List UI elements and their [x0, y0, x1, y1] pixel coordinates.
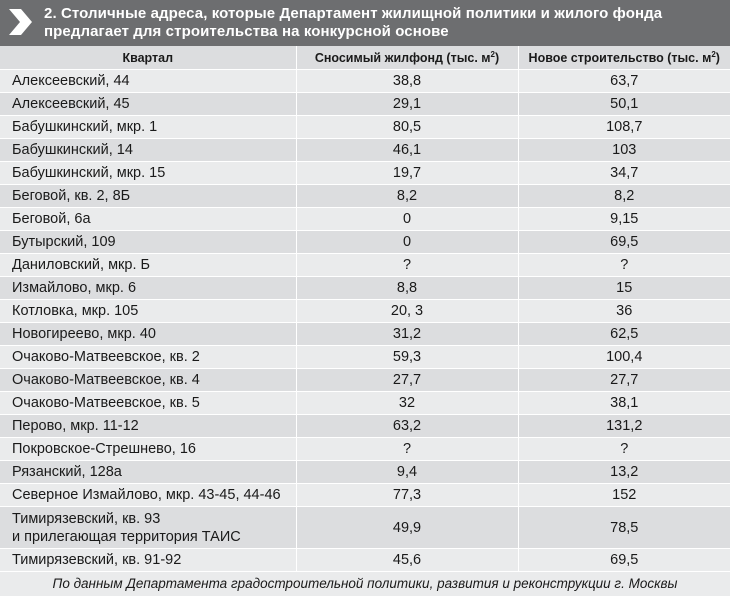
row-demolished-value: 77,3 — [296, 483, 519, 507]
row-demolished-value: ? — [296, 437, 519, 461]
row-new-build-value: 78,5 — [518, 506, 730, 549]
row-quarter-name: Беговой, 6а — [0, 207, 297, 231]
table-row: Котловка, мкр. 105 20, 3 36 — [0, 299, 730, 323]
table-row: Новогиреево, мкр. 40 31,2 62,5 — [0, 322, 730, 346]
row-new-build-value: ? — [518, 437, 730, 461]
table-header-banner: 2. Столичные адреса, которые Департамент… — [0, 0, 730, 46]
row-new-build-value: 15 — [518, 276, 730, 300]
table-row: Очаково-Матвеевское, кв. 4 27,7 27,7 — [0, 368, 730, 392]
row-new-build-value: 108,7 — [518, 115, 730, 139]
row-demolished-value: 19,7 — [296, 161, 519, 185]
chevron-right-icon — [9, 9, 32, 35]
table-row: Очаково-Матвеевское, кв. 2 59,3 100,4 — [0, 345, 730, 369]
row-new-build-value: 100,4 — [518, 345, 730, 369]
table-title: 2. Столичные адреса, которые Департамент… — [44, 5, 663, 40]
row-demolished-value: 0 — [296, 207, 519, 231]
row-new-build-value: 50,1 — [518, 92, 730, 116]
row-demolished-value: 20, 3 — [296, 299, 519, 323]
row-new-build-value: 13,2 — [518, 460, 730, 484]
table-body: Алексеевский, 44 38,8 63,7 Алексеевский, 45… — [0, 69, 730, 572]
row-quarter-name: Очаково-Матвеевское, кв. 2 — [0, 345, 297, 369]
row-quarter-name: Тимирязевский, кв. 93 и прилегающая терри… — [0, 506, 297, 549]
row-quarter-name: Алексеевский, 44 — [0, 69, 297, 93]
row-demolished-value: 59,3 — [296, 345, 519, 369]
row-demolished-value: 0 — [296, 230, 519, 254]
row-demolished-value: 31,2 — [296, 322, 519, 346]
table-row: Беговой, кв. 2, 8Б 8,2 8,2 — [0, 184, 730, 208]
row-quarter-name: Бабушкинский, мкр. 15 — [0, 161, 297, 185]
row-new-build-value: 103 — [518, 138, 730, 162]
row-quarter-name: Измайлово, мкр. 6 — [0, 276, 297, 300]
row-quarter-name: Тимирязевский, кв. 91-92 — [0, 548, 297, 572]
row-demolished-value: 38,8 — [296, 69, 519, 93]
column-header-quarter: Квартал — [0, 46, 297, 70]
row-new-build-value: 9,15 — [518, 207, 730, 231]
table-row: Алексеевский, 45 29,1 50,1 — [0, 92, 730, 116]
table-row: Рязанский, 128а 9,4 13,2 — [0, 460, 730, 484]
row-demolished-value: 8,8 — [296, 276, 519, 300]
row-demolished-value: 46,1 — [296, 138, 519, 162]
row-new-build-value: 62,5 — [518, 322, 730, 346]
table-row: Северное Измайлово, мкр. 43-45, 44-46 77,… — [0, 483, 730, 507]
row-quarter-name: Беговой, кв. 2, 8Б — [0, 184, 297, 208]
table-row: Бутырский, 109 0 69,5 — [0, 230, 730, 254]
row-quarter-name: Очаково-Матвеевское, кв. 4 — [0, 368, 297, 392]
row-new-build-value: 152 — [518, 483, 730, 507]
row-quarter-name: Рязанский, 128а — [0, 460, 297, 484]
row-demolished-value: 8,2 — [296, 184, 519, 208]
row-quarter-name: Бабушкинский, мкр. 1 — [0, 115, 297, 139]
table-row: Алексеевский, 44 38,8 63,7 — [0, 69, 730, 93]
table-row: Тимирязевский, кв. 93 и прилегающая терри… — [0, 506, 730, 549]
row-quarter-name: Новогиреево, мкр. 40 — [0, 322, 297, 346]
table-row: Даниловский, мкр. Б?? — [0, 253, 730, 277]
row-quarter-name: Покровское-Стрешнево, 16 — [0, 437, 297, 461]
row-quarter-name: Перово, мкр. 11-12 — [0, 414, 297, 438]
row-new-build-value: 34,7 — [518, 161, 730, 185]
row-demolished-value: ? — [296, 253, 519, 277]
row-new-build-value: 63,7 — [518, 69, 730, 93]
table-row: Бабушкинский, мкр. 1 80,5 108,7 — [0, 115, 730, 139]
row-demolished-value: 9,4 — [296, 460, 519, 484]
row-new-build-value: ? — [518, 253, 730, 277]
row-demolished-value: 27,7 — [296, 368, 519, 392]
row-quarter-name: Бабушкинский, 14 — [0, 138, 297, 162]
row-new-build-value: 27,7 — [518, 368, 730, 392]
row-new-build-value: 69,5 — [518, 230, 730, 254]
row-new-build-value: 131,2 — [518, 414, 730, 438]
row-demolished-value: 29,1 — [296, 92, 519, 116]
addresses-table: Квартал Сносимый жилфонд (тыс. м2) Новое… — [0, 46, 730, 572]
column-header-demolished: Сносимый жилфонд (тыс. м2) — [296, 46, 519, 70]
row-new-build-value: 36 — [518, 299, 730, 323]
source-footnote: По данным Департамента градостроительной… — [0, 572, 730, 596]
table-row: Перово, мкр. 11-12 63,2 131,2 — [0, 414, 730, 438]
row-demolished-value: 80,5 — [296, 115, 519, 139]
row-demolished-value: 63,2 — [296, 414, 519, 438]
row-new-build-value: 38,1 — [518, 391, 730, 415]
table-row: Беговой, 6а 0 9,15 — [0, 207, 730, 231]
table-row: Очаково-Матвеевское, кв. 5 32 38,1 — [0, 391, 730, 415]
row-new-build-value: 8,2 — [518, 184, 730, 208]
row-quarter-name: Котловка, мкр. 105 — [0, 299, 297, 323]
table-row: Бабушкинский, мкр. 15 19,7 34,7 — [0, 161, 730, 185]
row-quarter-name: Даниловский, мкр. Б — [0, 253, 297, 277]
row-demolished-value: 32 — [296, 391, 519, 415]
row-demolished-value: 45,6 — [296, 548, 519, 572]
row-quarter-name: Бутырский, 109 — [0, 230, 297, 254]
table-row: Покровское-Стрешнево, 16?? — [0, 437, 730, 461]
row-new-build-value: 69,5 — [518, 548, 730, 572]
table-head-row: Квартал Сносимый жилфонд (тыс. м2) Новое… — [0, 46, 730, 70]
table-row: Измайлово, мкр. 6 8,8 15 — [0, 276, 730, 300]
column-header-new-build: Новое строительство (тыс. м2) — [518, 46, 730, 70]
row-quarter-name: Алексеевский, 45 — [0, 92, 297, 116]
row-quarter-name: Северное Измайлово, мкр. 43-45, 44-46 — [0, 483, 297, 507]
row-demolished-value: 49,9 — [296, 506, 519, 549]
table-row: Тимирязевский, кв. 91-92 45,6 69,5 — [0, 548, 730, 572]
row-quarter-name: Очаково-Матвеевское, кв. 5 — [0, 391, 297, 415]
table-row: Бабушкинский, 14 46,1 103 — [0, 138, 730, 162]
